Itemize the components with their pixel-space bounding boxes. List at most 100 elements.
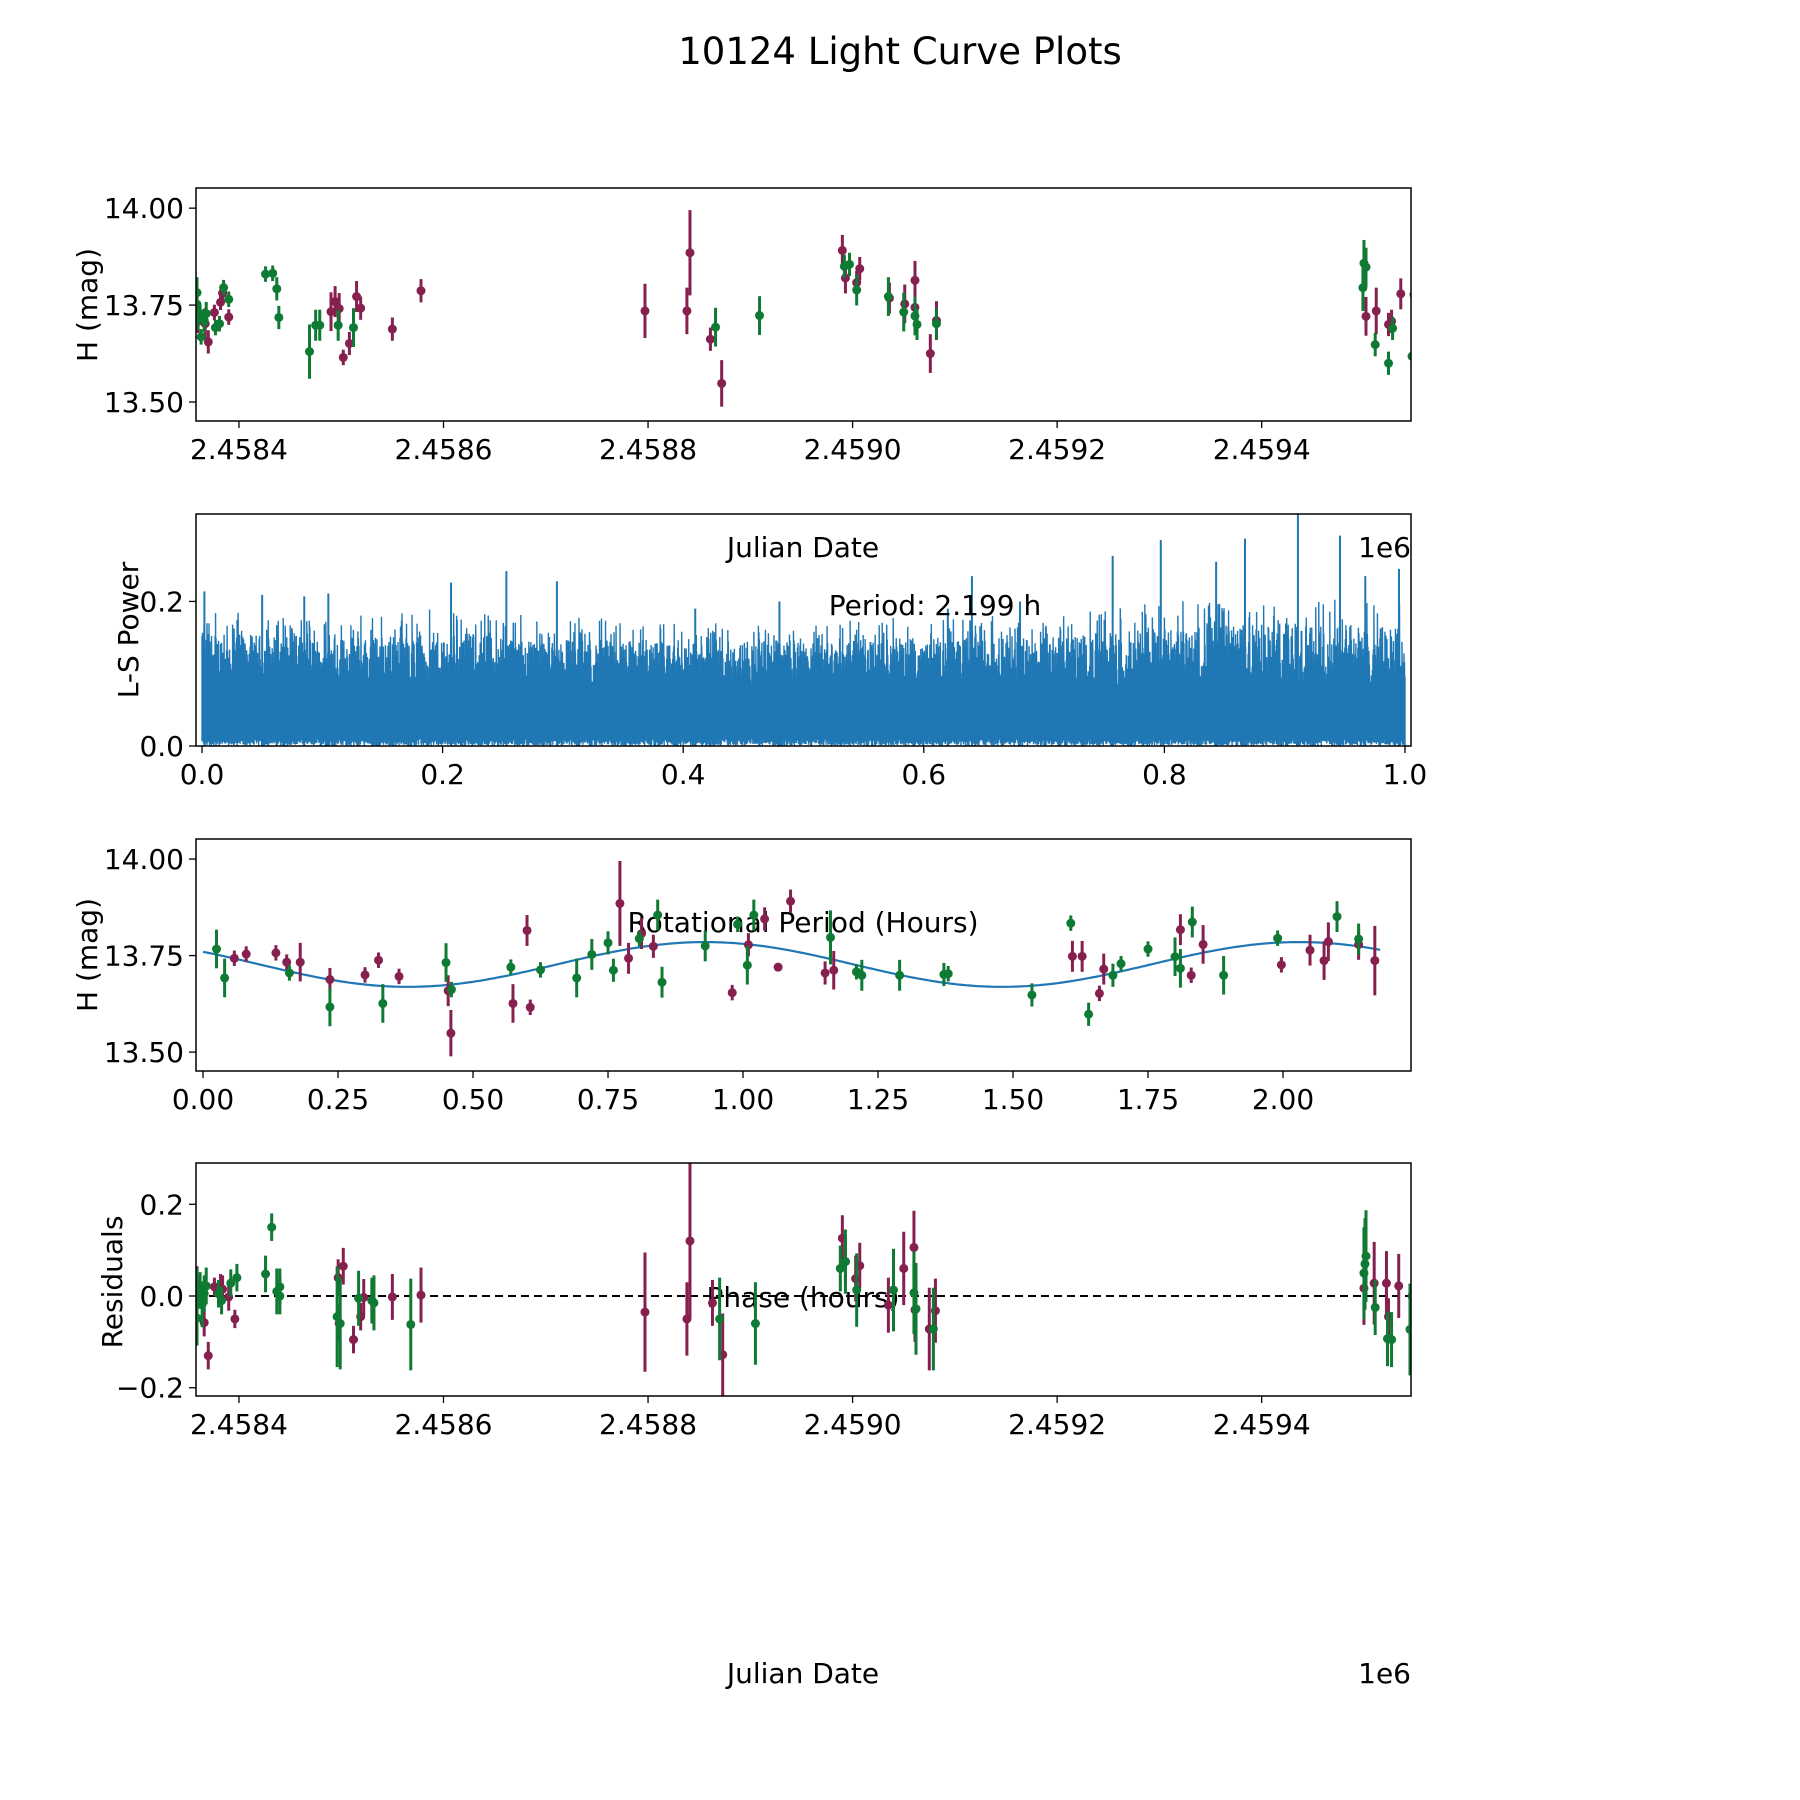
data-point-filter_b — [217, 1296, 227, 1306]
x-tick-label: 2.4586 — [395, 1408, 493, 1441]
data-point-filter_a — [705, 334, 715, 344]
data-point-filter_b — [1175, 963, 1185, 973]
data-point-filter_a — [522, 925, 532, 935]
data-point-filter_a — [374, 955, 384, 965]
data-point-filter_a — [837, 245, 847, 255]
data-point-filter_b — [315, 320, 325, 330]
data-point-filter_b — [608, 965, 618, 975]
data-point-filter_b — [857, 970, 867, 980]
data-point-filter_a — [387, 1292, 397, 1302]
data-point-filter_b — [224, 294, 234, 304]
data-point-filter_b — [354, 1293, 364, 1303]
model-fit-curve — [202, 941, 1381, 988]
data-point-filter_b — [220, 973, 230, 983]
data-point-filter_b — [367, 1296, 377, 1306]
periodogram-line — [201, 514, 1406, 746]
phased-y-axis-label: H (mag) — [71, 898, 104, 1012]
data-point-filter_b — [899, 307, 909, 317]
data-point-filter_a — [727, 988, 737, 998]
data-point-filter_a — [883, 1300, 893, 1310]
data-point-filter_a — [829, 965, 839, 975]
data-point-filter_b — [1332, 912, 1342, 922]
data-point-filter_b — [852, 1285, 862, 1295]
data-point-filter_b — [634, 934, 644, 944]
data-point-filter_a — [338, 1261, 348, 1271]
data-point-filter_b — [835, 1263, 845, 1273]
data-point-filter_b — [446, 985, 456, 995]
y-tick-label: 14.00 — [104, 192, 184, 225]
x-tick-label: 0.8 — [1142, 758, 1187, 791]
data-point-filter_a — [203, 337, 213, 347]
x-tick-label: 0.00 — [172, 1083, 234, 1116]
y-tick-label: 0.0 — [139, 730, 184, 763]
y-tick-label: 13.75 — [104, 940, 184, 973]
data-point-filter_a — [707, 1298, 717, 1308]
data-point-filter_b — [275, 1291, 285, 1301]
phased-light-curve-panel: 0.00 0.25 0.50 0.75 1.00 1.25 1.50 1.75 2.00 13.5… — [71, 838, 1412, 1314]
data-point-filter_a — [1371, 306, 1381, 316]
residuals-panel: 2.4584 2.4586 2.4588 2.4590 2.4592 2.4594 −0.2… — [96, 1162, 1412, 1690]
data-point-filter_a — [1305, 945, 1315, 955]
data-point-filter_a — [899, 1263, 909, 1273]
data-point-filter_a — [1094, 988, 1104, 998]
residuals-x-offset-label: 1e6 — [1358, 1657, 1411, 1690]
data-point-filter_a — [525, 1002, 535, 1012]
data-point-filter_b — [657, 977, 667, 987]
data-point-filter_b — [201, 309, 211, 319]
data-point-filter_b — [1027, 990, 1037, 1000]
data-point-filter_b — [1361, 262, 1371, 272]
data-point-filter_a — [1067, 951, 1077, 961]
x-tick-label: 0.50 — [442, 1083, 504, 1116]
data-point-filter_b — [749, 910, 759, 920]
data-point-filter_a — [360, 970, 370, 980]
x-tick-label: 2.4584 — [190, 433, 288, 466]
data-point-filter_a — [203, 1351, 213, 1361]
data-point-filter_b — [742, 960, 752, 970]
y-tick-label: 13.50 — [104, 1036, 184, 1069]
residuals-y-axis-label: Residuals — [96, 1216, 129, 1349]
x-tick-label: 2.4594 — [1213, 1408, 1311, 1441]
data-point-filter_a — [352, 292, 362, 302]
data-point-filter_b — [261, 269, 271, 279]
data-point-filter_a — [330, 297, 340, 307]
data-point-filter_a — [640, 1307, 650, 1317]
x-tick-label: 0.25 — [307, 1083, 369, 1116]
data-point-filter_b — [700, 941, 710, 951]
data-point-filter_b — [928, 1324, 938, 1334]
data-point-filter_a — [229, 953, 239, 963]
data-point-filter_b — [1405, 1324, 1411, 1334]
x-tick-label: 0.75 — [577, 1083, 639, 1116]
x-tick-label: 0.0 — [180, 758, 225, 791]
data-point-filter_a — [325, 975, 335, 985]
data-point-filter_a — [1396, 289, 1406, 299]
data-point-filter_a — [773, 962, 783, 972]
period-annotation: Period: 2.199 h — [829, 589, 1041, 622]
data-point-filter_a — [446, 1028, 456, 1038]
x-tick-label: 2.00 — [1252, 1083, 1314, 1116]
data-point-filter_a — [326, 307, 336, 317]
data-point-filter_b — [1116, 959, 1126, 969]
data-point-filter_a — [356, 303, 366, 313]
data-point-filter_a — [230, 1314, 240, 1324]
periodogram-panel: 0.0 0.2 0.4 0.6 0.8 1.0 0.0 0.2 Rotational Peri… — [112, 513, 1427, 939]
x-tick-label: 2.4590 — [804, 1408, 902, 1441]
data-point-filter_b — [274, 312, 284, 322]
x-tick-label: 1.00 — [712, 1083, 774, 1116]
data-point-filter_a — [1370, 956, 1380, 966]
data-point-filter_b — [226, 1278, 236, 1288]
data-point-filter_b — [284, 968, 294, 978]
y-tick-label: −0.2 — [116, 1372, 184, 1405]
data-point-filter_a — [394, 971, 404, 981]
periodogram-x-axis-label: Rotational Period (Hours) — [627, 906, 978, 939]
x-tick-label: 1.75 — [1117, 1083, 1179, 1116]
data-point-filter_b — [378, 998, 388, 1008]
data-point-filter_b — [212, 944, 222, 954]
data-point-filter_b — [895, 970, 905, 980]
data-point-filter_a — [760, 914, 770, 924]
data-point-filter_a — [338, 352, 348, 362]
data-point-filter_a — [416, 286, 426, 296]
data-point-filter_b — [1187, 917, 1197, 927]
data-point-filter_b — [1084, 1009, 1094, 1019]
y-tick-label: 0.2 — [139, 1188, 184, 1221]
